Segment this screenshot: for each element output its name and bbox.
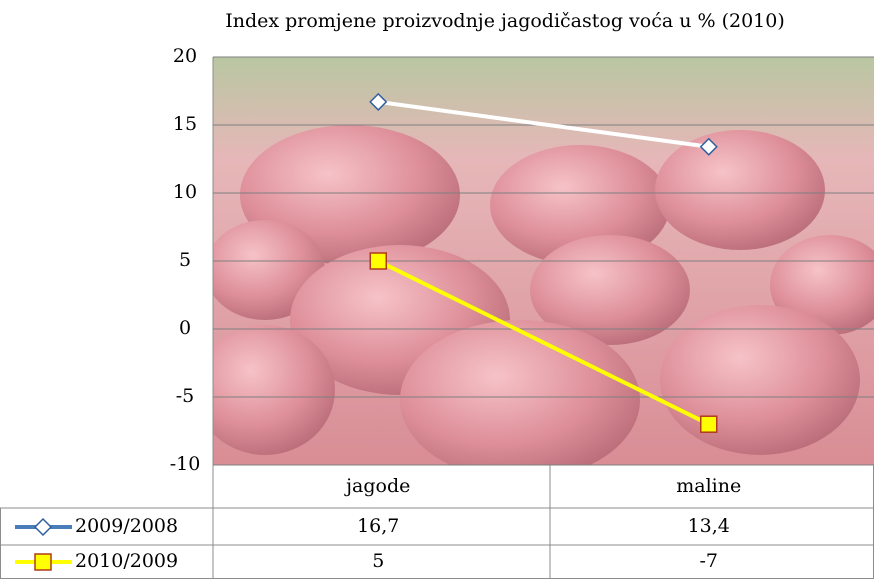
y-tick-label: -10: [170, 453, 201, 475]
y-tick-label: 0: [179, 317, 191, 339]
table-cell: -7: [699, 550, 718, 572]
legend-key-marker: [34, 553, 52, 571]
table-cell: 5: [372, 550, 384, 572]
y-tick-label: 10: [173, 181, 197, 203]
y-tick-label: -5: [176, 385, 195, 407]
table-cell: 16,7: [357, 515, 399, 537]
data-point: [700, 415, 718, 433]
legend-label: 2009/2008: [75, 515, 178, 537]
series-line: [377, 99, 710, 149]
table-cell: 13,4: [688, 515, 730, 537]
data-point: [369, 92, 388, 111]
background-photo: [213, 57, 874, 465]
y-tick-label: 20: [173, 45, 197, 67]
y-tick-label: 15: [173, 113, 197, 135]
chart-title: Index promjene proizvodnje jagodičastog …: [225, 10, 785, 32]
series-line: [377, 259, 710, 426]
legend-key-marker: [33, 517, 53, 537]
y-tick-label: 5: [179, 249, 191, 271]
data-point: [369, 252, 387, 270]
data-point: [699, 137, 718, 156]
x-tick-label: jagode: [344, 475, 410, 497]
x-tick-label: maline: [676, 475, 741, 497]
legend-label: 2010/2009: [75, 550, 178, 572]
